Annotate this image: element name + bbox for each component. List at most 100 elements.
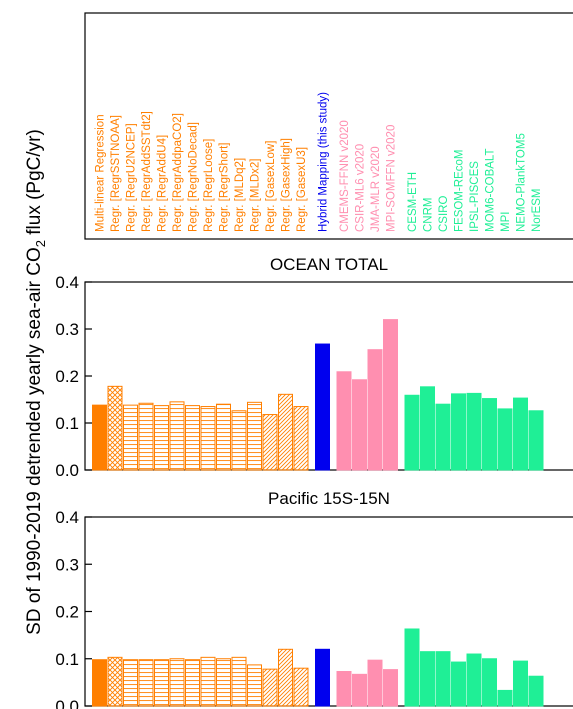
legend-label-regr-regrsstnoaa: Regr. [RegrSSTNOAA] <box>110 115 122 232</box>
legend-label-regr-regraddu4: Regr. [RegrAddU4] <box>157 135 169 232</box>
legend-label-noresm: NorESM <box>531 189 543 232</box>
bar-regr-regrloose <box>200 656 216 707</box>
legend-label-multi-linear-regression: Multi-linear Regression <box>95 114 107 232</box>
bar-regr-regrnodecad <box>185 659 200 707</box>
bar-hybrid-mapping-this-study <box>315 343 330 471</box>
bar-regr-regru2ncep <box>123 404 138 471</box>
bar-regr-gasexu3 <box>293 667 309 707</box>
legend-label-ipsl-pisces: IPSL-PISCES <box>469 161 481 232</box>
bar-mom6-cobalt <box>482 658 497 707</box>
bar-jma-mlr-v2020 <box>367 349 383 471</box>
legend-label-mom6-cobalt: MOM6-COBALT <box>485 149 497 233</box>
bar-mpi-somffn-v2020 <box>383 319 398 471</box>
bar-regr-regrshort <box>216 658 231 707</box>
legend-label-regr-regrnodecad: Regr. [RegrNoDecad] <box>188 122 200 232</box>
y-tick-label: 0.4 <box>55 508 79 527</box>
y-tick-label: 0.2 <box>55 603 79 622</box>
legend-label-csir-ml6-v2020: CSIR-ML6 v2020 <box>355 144 367 232</box>
panel-title: Pacific 15S-15N <box>268 489 390 508</box>
bar-regr-regraddsstdt2 <box>138 659 154 707</box>
legend-label-regr-regru2ncep: Regr. [RegrU2NCEP] <box>126 123 138 232</box>
legend-label-cnrm: CNRM <box>423 198 435 233</box>
y-tick-label: 0.0 <box>55 697 79 709</box>
y-tick-label: 0.3 <box>55 555 79 574</box>
bar-regr-gasexu3 <box>293 406 309 471</box>
legend-label-regr-regraddpaco2: Regr. [RegrAddpaCO2] <box>172 113 184 232</box>
bar-multi-linear-regression <box>92 659 107 707</box>
bar-regr-regraddu4 <box>154 405 169 471</box>
legend-label-regr-regraddsstdt2: Regr. [RegrAddSSTdt2] <box>141 111 153 232</box>
y-tick-label: 0.0 <box>55 461 79 480</box>
bar-regr-regraddpaco2 <box>169 658 185 707</box>
legend-label-jma-mlr-v2020: JMA-MLR v2020 <box>370 146 382 232</box>
legend-label-regr-mldx2: Regr. [MLDx2] <box>250 159 262 233</box>
legend-label-regr-gasexhigh: Regr. [GasexHigh] <box>281 138 293 232</box>
bar-cesm-eth <box>404 628 420 707</box>
legend-label-regr-regrloose: Regr. [RegrLoose] <box>203 139 215 232</box>
bar-fesom-recom <box>451 661 466 707</box>
bar-regr-regraddpaco2 <box>169 401 185 471</box>
bar-mom6-cobalt <box>482 398 497 471</box>
legend-label-regr-mldq2: Regr. [MLDq2] <box>234 158 246 232</box>
legend-frame <box>84 12 573 240</box>
bar-regr-regru2ncep <box>123 659 138 707</box>
bar-regr-regrloose <box>200 406 216 471</box>
bar-mpi <box>497 408 513 471</box>
legend-label-regr-gasexlow: Regr. [GasexLow] <box>265 141 277 232</box>
bar-csir-ml6-v2020 <box>352 379 367 471</box>
bar-mpi <box>497 689 513 707</box>
y-axis-label: SD of 1990-2019 detrended yearly sea-air… <box>24 129 48 635</box>
legend-label-cmems-ffnn-v2020: CMEMS-FFNN v2020 <box>339 120 351 232</box>
legend-label-regr-regrshort: Regr. [RegrShort] <box>219 143 231 232</box>
legend-label-mpi-somffn-v2020: MPI-SOMFFN v2020 <box>386 125 398 232</box>
bar-multi-linear-regression <box>92 404 107 471</box>
y-tick-label: 0.4 <box>55 273 79 292</box>
bar-regr-regrnodecad <box>185 405 200 471</box>
bar-regr-gasexhigh <box>278 393 293 471</box>
bar-noresm <box>528 675 544 707</box>
bar-regr-gasexhigh <box>278 648 293 707</box>
bar-cmems-ffnn-v2020 <box>336 371 352 471</box>
y-tick-label: 0.1 <box>55 414 79 433</box>
bar-csir-ml6-v2020 <box>352 673 367 707</box>
bar-cesm-eth <box>404 394 420 471</box>
bar-csiro <box>435 651 451 707</box>
panel-pacific: Pacific 15S-15N 0.0 0.1 0.2 0.3 0.4 <box>55 489 573 709</box>
bar-hybrid-mapping-this-study <box>315 648 330 707</box>
bar-regr-gasexlow <box>262 414 278 471</box>
bar-ipsl-pisces <box>466 653 482 707</box>
panel-ocean-total: OCEAN TOTAL 0.0 0.1 0.2 0.3 0.4 <box>55 255 573 480</box>
bar-ipsl-pisces <box>466 392 482 471</box>
bar-regr-regraddu4 <box>154 659 169 707</box>
bar-fesom-recom <box>451 393 466 471</box>
bar-regr-regraddsstdt2 <box>138 402 154 471</box>
bar-regr-mldx2 <box>247 664 262 707</box>
panel-title: OCEAN TOTAL <box>270 255 388 274</box>
bar-regr-regrsstnoaa <box>107 656 123 707</box>
y-tick-label: 0.1 <box>55 650 79 669</box>
bar-mpi-somffn-v2020 <box>383 669 398 707</box>
legend-label-hybrid-mapping-this-study: Hybrid Mapping (this study) <box>318 92 330 232</box>
legend-label-nemo-planktom5: NEMO-PlankTOM5 <box>516 133 528 232</box>
bar-cnrm <box>420 651 435 707</box>
bar-regr-gasexlow <box>262 668 278 707</box>
legend: Multi-linear Regression Regr. [RegrSSTNOA… <box>84 12 573 240</box>
y-tick-label: 0.3 <box>55 320 79 339</box>
bar-noresm <box>528 410 544 471</box>
bar-regr-mldq2 <box>231 410 247 471</box>
legend-label-fesom-recom: FESOM-REcoM <box>454 150 466 232</box>
legend-label-cesm-eth: CESM-ETH <box>407 172 419 232</box>
bar-nemo-planktom5 <box>513 660 528 707</box>
bar-nemo-planktom5 <box>513 397 528 471</box>
legend-label-regr-gasexu3: Regr. [GasexU3] <box>296 147 308 232</box>
bar-cmems-ffnn-v2020 <box>336 671 352 707</box>
bar-regr-mldq2 <box>231 656 247 707</box>
bar-regr-regrsstnoaa <box>107 385 123 471</box>
legend-label-mpi: MPI <box>500 212 512 232</box>
bar-csiro <box>435 403 451 471</box>
bar-regr-mldx2 <box>247 401 262 471</box>
y-tick-label: 0.2 <box>55 367 79 386</box>
bar-jma-mlr-v2020 <box>367 659 383 707</box>
legend-labels: Multi-linear Regression Regr. [RegrSSTNOA… <box>95 92 544 232</box>
